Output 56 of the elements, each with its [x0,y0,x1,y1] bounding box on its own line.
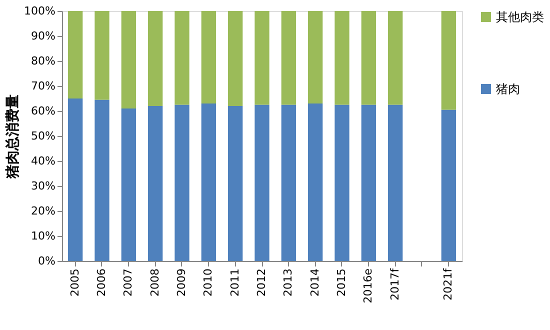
bar [334,11,350,105]
y-tick-label: 40% [31,154,56,168]
y-tick-label: 50% [31,130,56,142]
bar [361,11,376,105]
x-tick-label: 2013 [282,268,295,296]
y-tick-label: 10% [31,230,56,242]
bar [68,11,83,98]
bar [121,108,136,261]
y-tick-label: 100% [24,4,56,18]
bar [441,11,456,110]
bar [388,11,403,105]
x-tick-label: 2015 [335,268,348,296]
x-tick-label: 2017f [388,267,402,300]
bar [388,104,403,261]
bar [361,104,376,261]
bar [281,104,296,261]
bar [201,104,216,261]
x-tick-label: 2014 [308,268,322,296]
x-tick-label: 2007 [122,268,135,296]
y-tick-label: 60% [31,104,56,118]
bar [308,104,323,261]
legend-label: 其他肉类 [496,10,544,24]
bar [334,104,350,261]
bar [174,104,190,261]
bar [201,11,216,104]
bar [94,11,110,100]
y-tick-label: 20% [31,204,56,218]
bar [308,11,323,104]
x-tick-label: 2011 [228,268,242,296]
y-axis-title: 猪肉总消费量 [5,94,22,180]
y-tick-label: 30% [31,180,56,192]
legend-label: 猪肉 [496,82,520,96]
bar [254,104,270,261]
x-tick-label: 2006 [95,268,108,296]
x-tick-label: 2021f [442,267,455,300]
bar [281,11,296,105]
x-tick-label: 2008 [148,268,162,296]
bar [174,11,190,105]
x-tick-label: 2012 [255,268,268,296]
bar [441,110,456,261]
bar [254,11,270,105]
y-tick-label: 80% [31,54,56,68]
x-tick-label: 2009 [175,268,188,296]
bar [228,106,243,261]
bar [68,98,83,261]
bar [148,106,163,261]
y-tick-label: 0% [38,254,56,268]
bar [228,11,243,106]
x-tick-label: 2010 [202,268,215,296]
bar [121,11,136,108]
bar [148,11,163,106]
x-tick-label: 2005 [68,268,82,296]
x-tick-label: 2016e [362,268,375,304]
bar [94,100,110,261]
y-tick-label: 70% [31,80,56,92]
y-tick-label: 90% [31,30,56,42]
